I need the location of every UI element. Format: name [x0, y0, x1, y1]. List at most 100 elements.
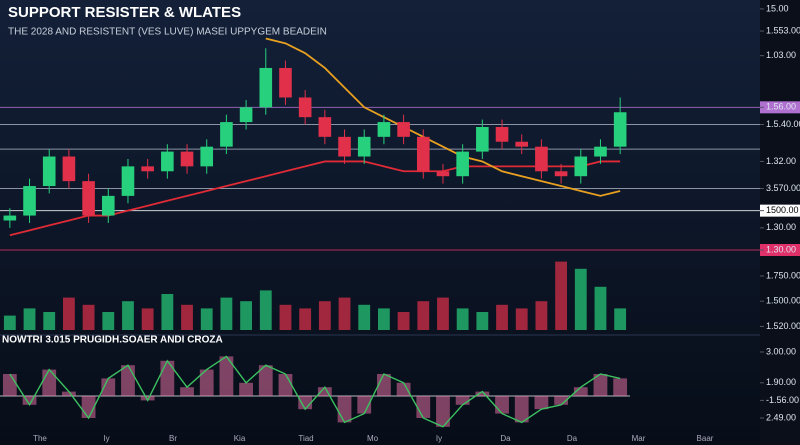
oscillator-bar: [396, 382, 411, 396]
candle-body: [42, 156, 56, 187]
oscillator-bar: [219, 356, 234, 396]
candle-body: [279, 67, 292, 98]
y-tick-label: 1.30.00: [766, 222, 796, 232]
candle-body: [436, 171, 450, 177]
candle-body: [121, 166, 135, 196]
x-tick-label: The: [33, 434, 47, 443]
volume-bar: [358, 304, 371, 330]
volume-bar: [299, 308, 312, 330]
candle-body: [594, 146, 607, 157]
volume-bar: [456, 308, 469, 330]
volume-bar: [614, 308, 627, 330]
candle-body: [101, 195, 115, 216]
candle-body: [161, 151, 174, 172]
y-tick-label: 1.90.00: [766, 377, 796, 387]
candle-body: [357, 136, 371, 157]
oscillator-bar: [2, 374, 17, 396]
oscillator-bar: [101, 378, 116, 396]
oscillator-bar: [514, 396, 529, 423]
candle-body: [495, 127, 509, 142]
volume-bar: [43, 312, 56, 330]
oscillator-bar: [180, 387, 194, 396]
candle-body: [141, 166, 154, 172]
volume-bar: [259, 290, 272, 330]
oscillator-bar: [160, 360, 175, 396]
x-tick-label: Br: [169, 434, 177, 443]
volume-bar: [122, 301, 134, 330]
oscillator-bar: [357, 396, 372, 414]
y-tick-label: -1.56.00: [766, 395, 799, 405]
y-tick-label: 1.30.00: [766, 244, 796, 254]
y-tick-label: 1.750.00: [766, 270, 800, 280]
oscillator-bar: [495, 396, 509, 414]
tick-label-box: [760, 101, 800, 114]
volume-bar: [3, 315, 16, 330]
x-tick-label: Tiad: [298, 434, 313, 443]
oscillator-bar: [239, 382, 253, 396]
candle-body: [239, 107, 253, 123]
volume-bar: [378, 308, 390, 330]
tick-label-box: [760, 244, 800, 256]
x-tick-label: Baar: [697, 434, 714, 443]
volume-bar: [535, 301, 548, 330]
candle-body: [318, 117, 332, 137]
x-tick-label: Iy: [436, 434, 442, 443]
x-tick-label: Kia: [234, 434, 246, 443]
candle-body: [220, 122, 233, 147]
volume-bar: [318, 301, 331, 330]
oscillator-bar: [534, 396, 549, 410]
volume-bar: [417, 301, 430, 330]
candle-body: [416, 136, 430, 172]
y-tick-label: 2.49.00: [766, 412, 796, 422]
volume-bar: [23, 308, 36, 330]
candle-body: [554, 171, 568, 177]
volume-bar: [515, 308, 528, 330]
oscillator-bar: [593, 374, 608, 396]
moving-average: [265, 37, 621, 197]
chart-title: SUPPORT RESISTER & WLATES: [8, 4, 241, 21]
oscillator-bar: [416, 396, 431, 418]
candle-body: [82, 181, 95, 216]
oscillator-bar: [140, 396, 155, 401]
tick-label-box: [760, 204, 800, 217]
oscillator-bar: [337, 396, 352, 423]
volume-bar: [181, 304, 193, 330]
oscillator-bar: [613, 378, 628, 396]
oscillator-bar: [278, 374, 293, 396]
candle-body: [535, 146, 548, 172]
volume-bar: [574, 268, 587, 330]
volume-bar: [63, 297, 75, 330]
y-tick-label: 1.32.00: [766, 156, 796, 166]
candle-body: [377, 122, 391, 137]
candle-body: [180, 151, 194, 167]
candle-body: [338, 136, 351, 157]
candle-body: [62, 156, 76, 182]
y-tick-label: 1.520.00: [766, 321, 800, 331]
candle-body: [476, 127, 489, 152]
oscillator-bar: [317, 387, 332, 396]
x-tick-label: Mar: [632, 434, 646, 443]
candle-body: [200, 146, 214, 167]
volume-bar: [496, 304, 508, 330]
volume-bar: [141, 308, 154, 330]
oscillator-bar: [455, 396, 470, 405]
volume-bar: [476, 312, 489, 330]
volume-bar: [240, 301, 252, 330]
volume-bar: [555, 261, 567, 330]
volume-bar: [594, 286, 607, 330]
x-tick-label: Da: [500, 434, 511, 443]
chart-subtitle: THE 2028 AND RESISTENT (VES LUVE) MASEI …: [8, 27, 327, 38]
y-tick-label: 1500.00: [766, 205, 799, 215]
oscillator-line: [9, 355, 621, 428]
indicator-title: NOWTRI 3.015 PRUGIDH.SOAER ANDI CROZA: [2, 335, 223, 346]
volume-bar: [161, 294, 174, 330]
y-tick-label: 1.553.00: [766, 25, 800, 35]
price-axis-area: [760, 0, 800, 445]
volume-bar: [220, 297, 233, 330]
y-tick-label: 1.03.00: [766, 50, 796, 60]
oscillator-bar: [554, 396, 568, 405]
volume-bar: [200, 308, 213, 330]
candle-body: [613, 112, 627, 147]
